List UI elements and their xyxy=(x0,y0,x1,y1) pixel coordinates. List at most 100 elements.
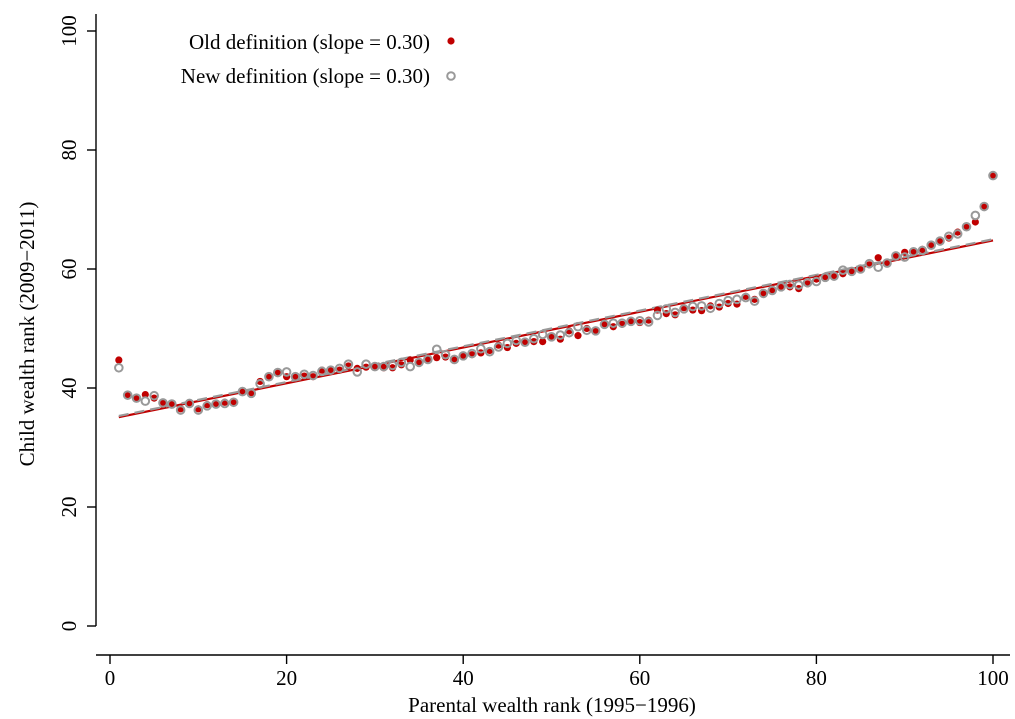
point-new-definition xyxy=(529,333,539,344)
point-new-definition xyxy=(758,288,769,299)
point-new-definition xyxy=(476,343,486,354)
point-new-definition xyxy=(493,342,504,352)
point-old-definition xyxy=(539,337,547,346)
point-new-definition xyxy=(122,390,133,400)
point-new-definition xyxy=(423,354,433,365)
point-new-definition xyxy=(714,298,725,309)
point-new-definition xyxy=(573,321,583,332)
point-new-definition xyxy=(281,367,292,377)
point-new-definition xyxy=(802,277,813,288)
point-new-definition xyxy=(334,363,345,374)
point-old-definition xyxy=(212,400,220,408)
point-new-definition xyxy=(308,370,318,381)
point-old-definition xyxy=(132,394,141,402)
point-new-definition xyxy=(917,245,928,256)
point-new-definition xyxy=(370,361,380,372)
point-new-definition xyxy=(935,236,945,246)
point-new-definition xyxy=(484,346,495,357)
point-old-definition xyxy=(168,400,176,408)
point-new-definition xyxy=(175,405,186,415)
point-new-definition xyxy=(970,210,981,221)
point-new-definition xyxy=(396,357,407,368)
point-new-definition xyxy=(378,361,389,372)
point-new-definition xyxy=(440,349,451,360)
point-new-definition xyxy=(317,366,327,377)
tick-marks: 0 20 40 60 80 100 0 20 40 60 80 100 xyxy=(57,15,1009,690)
point-old-definition xyxy=(459,352,467,360)
x-tick-label: 100 xyxy=(977,666,1009,690)
point-new-definition xyxy=(811,276,822,287)
legend-label-old-definition: Old definition (slope = 0.30) xyxy=(189,30,430,54)
point-new-definition xyxy=(414,357,424,368)
x-tick-label: 80 xyxy=(806,666,827,690)
point-old-definition xyxy=(980,202,988,211)
point-new-definition xyxy=(405,361,416,372)
point-old-definition xyxy=(238,387,247,396)
x-tick-label: 0 xyxy=(105,666,116,690)
point-new-definition xyxy=(590,326,601,336)
point-new-definition xyxy=(149,390,159,401)
point-old-definition xyxy=(574,332,582,340)
point-new-definition xyxy=(290,371,301,382)
point-new-definition xyxy=(361,359,371,370)
x-tick-label: 20 xyxy=(276,666,297,690)
point-new-definition xyxy=(608,318,619,328)
point-new-definition xyxy=(767,285,778,296)
point-new-definition xyxy=(131,393,142,403)
point-new-definition xyxy=(520,337,530,347)
point-new-definition xyxy=(652,310,663,321)
point-old-definition xyxy=(265,373,273,381)
x-axis-title: Parental wealth rank (1995−1996) xyxy=(408,693,696,717)
point-new-definition xyxy=(926,240,936,250)
point-new-definition xyxy=(899,252,910,262)
point-new-definition xyxy=(732,294,742,305)
point-new-definition xyxy=(723,295,733,306)
point-new-definition xyxy=(820,272,831,283)
point-new-definition xyxy=(873,262,884,273)
y-tick-label: 40 xyxy=(57,378,81,399)
point-new-definition xyxy=(546,332,557,342)
point-new-definition xyxy=(952,229,963,239)
point-new-definition xyxy=(246,388,257,399)
axes xyxy=(95,14,1010,656)
point-old-definition xyxy=(989,171,997,180)
point-new-definition xyxy=(749,296,760,306)
point-old-definition xyxy=(185,399,194,408)
point-new-definition xyxy=(202,401,212,411)
point-new-definition xyxy=(670,307,680,318)
point-new-definition xyxy=(988,170,998,181)
point-new-definition xyxy=(855,264,866,274)
point-new-definition xyxy=(846,266,857,277)
point-new-definition xyxy=(626,316,636,327)
point-new-definition xyxy=(458,351,469,361)
point-new-definition xyxy=(687,301,698,312)
point-new-definition xyxy=(502,338,513,349)
legend-label-new-definition: New definition (slope = 0.30) xyxy=(181,64,430,88)
point-new-definition xyxy=(944,231,954,242)
point-new-definition xyxy=(643,317,654,327)
point-new-definition xyxy=(891,251,901,261)
point-new-definition xyxy=(635,315,645,326)
point-old-definition xyxy=(874,254,882,262)
point-new-definition xyxy=(829,271,839,281)
point-old-definition xyxy=(592,327,600,335)
point-old-definition xyxy=(759,289,768,297)
point-old-definition xyxy=(848,267,856,275)
point-old-definition xyxy=(600,320,609,328)
legend: Old definition (slope = 0.30) New defini… xyxy=(181,30,456,88)
point-new-definition xyxy=(776,282,786,292)
data-points xyxy=(114,170,998,415)
point-new-definition xyxy=(582,325,592,336)
point-new-definition xyxy=(193,405,204,415)
point-new-definition xyxy=(237,386,248,397)
point-new-definition xyxy=(219,398,230,409)
y-tick-label: 100 xyxy=(57,15,81,47)
point-new-definition xyxy=(255,379,265,389)
point-new-definition xyxy=(564,327,574,338)
point-old-definition xyxy=(141,390,149,399)
point-new-definition xyxy=(511,335,521,346)
point-new-definition xyxy=(211,399,221,409)
point-old-definition xyxy=(883,259,891,267)
y-tick-label: 60 xyxy=(57,259,81,280)
